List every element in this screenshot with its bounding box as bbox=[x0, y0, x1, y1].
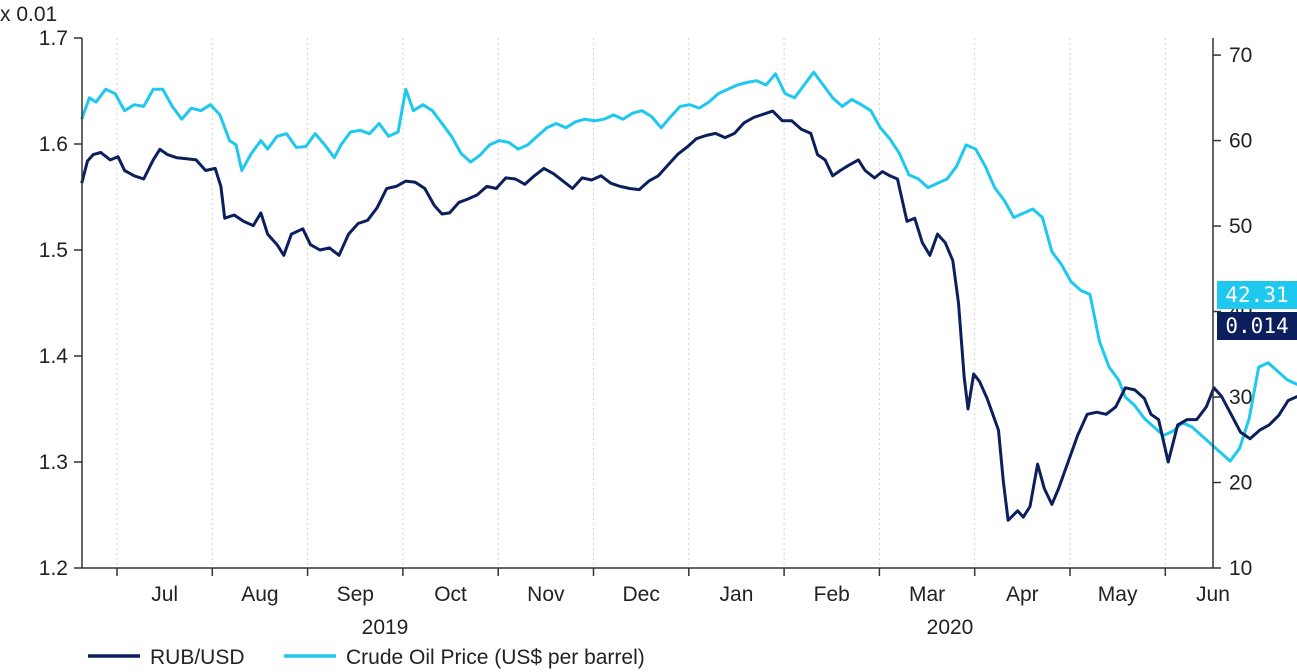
last-value-tag-rub-usd-box bbox=[1217, 312, 1297, 340]
x-tick-label-nov: Nov bbox=[527, 583, 565, 606]
x-tick-label-jan: Jan bbox=[720, 583, 754, 606]
legend-label-rub-usd: RUB/USD bbox=[150, 646, 245, 669]
left-tick-label-1.5: 1.5 bbox=[39, 239, 68, 262]
right-tick-label-30: 30 bbox=[1229, 386, 1252, 409]
year-label-2019: 2019 bbox=[362, 616, 409, 639]
last-value-tag-crude-oil-text: 42.31 bbox=[1225, 283, 1288, 307]
year-label-2020: 2020 bbox=[927, 616, 974, 639]
right-tick-label-60: 60 bbox=[1229, 130, 1252, 153]
last-value-tag-rub-usd-text: 0.014 bbox=[1225, 314, 1288, 338]
last-value-tags: 42.31 0.014 bbox=[1217, 281, 1297, 340]
series-line-crude-oil bbox=[80, 70, 1297, 463]
left-tick-label-1.2: 1.2 bbox=[39, 557, 68, 580]
left-axis-unit-label: x 0.01 bbox=[0, 3, 57, 26]
left-tick-label-1.4: 1.4 bbox=[39, 345, 69, 368]
right-tick-label-10: 10 bbox=[1229, 557, 1252, 580]
right-tick-label-70: 70 bbox=[1229, 44, 1252, 67]
right-tick-label-20: 20 bbox=[1229, 472, 1252, 495]
legend: RUB/USD Crude Oil Price (US$ per barrel) bbox=[88, 646, 645, 669]
x-tick-label-jun: Jun bbox=[1196, 583, 1230, 606]
x-tick-label-oct: Oct bbox=[434, 583, 467, 606]
x-tick-label-may: May bbox=[1098, 583, 1138, 606]
series-lines bbox=[80, 70, 1297, 522]
x-tick-label-feb: Feb bbox=[814, 583, 850, 606]
axes: Jul Aug Sep Oct Nov Dec Jan Feb Mar Apr May Jun 1.2 1… bbox=[39, 27, 1253, 606]
legend-label-crude-oil: Crude Oil Price (US$ per barrel) bbox=[346, 646, 645, 669]
x-tick-label-dec: Dec bbox=[622, 583, 659, 606]
x-tick-label-mar: Mar bbox=[909, 583, 945, 606]
left-tick-label-1.3: 1.3 bbox=[39, 451, 68, 474]
last-value-tag-crude-oil-box bbox=[1217, 281, 1297, 309]
x-tick-label-sep: Sep bbox=[337, 583, 374, 606]
x-tick-label-jul: Jul bbox=[151, 583, 178, 606]
left-tick-label-1.6: 1.6 bbox=[39, 133, 68, 156]
left-tick-label-1.7: 1.7 bbox=[39, 27, 68, 50]
right-tick-label-50: 50 bbox=[1229, 215, 1252, 238]
grid-lines bbox=[116, 38, 1166, 568]
x-tick-label-aug: Aug bbox=[241, 583, 278, 606]
x-tick-label-apr: Apr bbox=[1006, 583, 1039, 606]
series-line-rub-usd bbox=[80, 109, 1297, 522]
